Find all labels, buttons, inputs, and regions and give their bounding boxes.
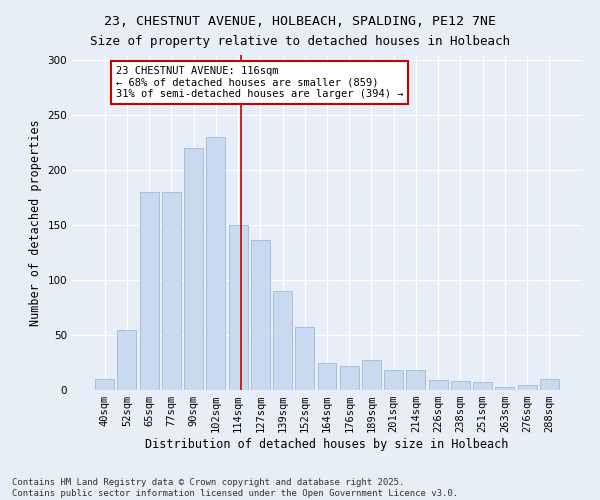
Bar <box>406 370 425 390</box>
X-axis label: Distribution of detached houses by size in Holbeach: Distribution of detached houses by size … <box>145 438 509 451</box>
Bar <box>273 291 292 390</box>
Bar <box>496 386 514 390</box>
Bar <box>451 381 470 390</box>
Y-axis label: Number of detached properties: Number of detached properties <box>29 119 42 326</box>
Bar <box>229 225 248 390</box>
Bar <box>140 192 158 390</box>
Bar <box>317 362 337 390</box>
Text: 23, CHESTNUT AVENUE, HOLBEACH, SPALDING, PE12 7NE: 23, CHESTNUT AVENUE, HOLBEACH, SPALDING,… <box>104 15 496 28</box>
Text: Contains HM Land Registry data © Crown copyright and database right 2025.
Contai: Contains HM Land Registry data © Crown c… <box>12 478 458 498</box>
Bar <box>540 379 559 390</box>
Text: Size of property relative to detached houses in Holbeach: Size of property relative to detached ho… <box>90 35 510 48</box>
Bar <box>95 379 114 390</box>
Bar <box>518 384 536 390</box>
Text: 23 CHESTNUT AVENUE: 116sqm
← 68% of detached houses are smaller (859)
31% of sem: 23 CHESTNUT AVENUE: 116sqm ← 68% of deta… <box>116 66 403 99</box>
Bar <box>429 380 448 390</box>
Bar <box>162 192 181 390</box>
Bar <box>384 370 403 390</box>
Bar <box>118 330 136 390</box>
Bar <box>251 240 270 390</box>
Bar <box>206 138 225 390</box>
Bar <box>295 328 314 390</box>
Bar <box>184 148 203 390</box>
Bar <box>340 366 359 390</box>
Bar <box>362 360 381 390</box>
Bar <box>473 382 492 390</box>
